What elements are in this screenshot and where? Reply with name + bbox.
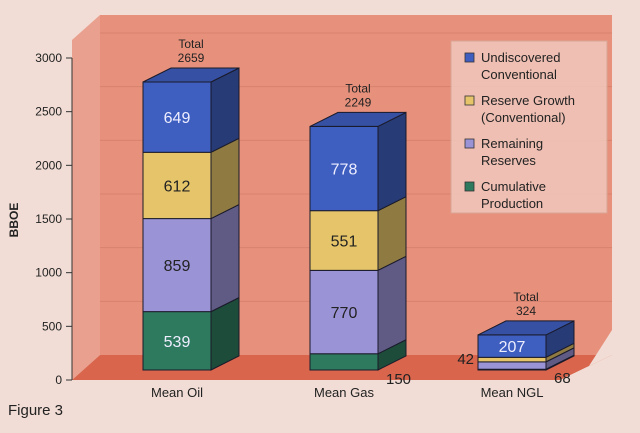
bar-value-label: 539 — [164, 334, 191, 351]
bar-segment-front — [142, 151, 212, 220]
bar-value-label: 612 — [164, 178, 191, 195]
total-label: Total — [345, 81, 370, 95]
bar-segment-front — [309, 269, 379, 355]
legend-label: Reserves — [481, 153, 536, 168]
y-tick-label: 1000 — [35, 266, 62, 280]
bar-value-label: 551 — [331, 234, 358, 251]
bar-segment-side — [377, 111, 407, 212]
legend-label: Production — [481, 196, 543, 211]
bar-value-label: 778 — [331, 162, 358, 179]
y-axis-label: BBOE — [7, 203, 21, 238]
legend-label: Cumulative — [481, 179, 546, 194]
x-tick-label: Mean Oil — [151, 385, 203, 400]
bar-segment-side — [210, 203, 240, 313]
legend-swatch — [464, 181, 475, 192]
total-value: 324 — [516, 304, 536, 318]
total-value: 2659 — [178, 51, 205, 65]
legend-label: Remaining — [481, 136, 543, 151]
total-label: Total — [513, 290, 538, 304]
bar-segment-front — [477, 361, 547, 370]
y-tick-label: 500 — [42, 319, 62, 333]
x-tick-label: Mean Gas — [314, 385, 374, 400]
bar-top — [477, 320, 575, 336]
figure-label: Figure 3 — [8, 402, 64, 419]
total-value: 2249 — [345, 95, 372, 109]
bar-value-label: 207 — [499, 339, 526, 356]
legend-swatch — [464, 52, 475, 63]
bar-top — [309, 111, 407, 127]
total-label: Total — [178, 37, 203, 51]
y-tick-label: 2500 — [35, 105, 62, 119]
legend-label: Conventional — [481, 67, 557, 82]
bar-segment-side — [377, 255, 407, 355]
bar-value-label: 649 — [164, 110, 191, 127]
side-wall — [72, 15, 100, 380]
legend-swatch — [464, 138, 475, 149]
bar-segment-front — [142, 81, 212, 153]
legend-label: Undiscovered — [481, 50, 561, 65]
bar-value-label: 68 — [554, 370, 571, 387]
y-tick-label: 1500 — [35, 212, 62, 226]
y-tick-label: 2000 — [35, 158, 62, 172]
floor-cut — [560, 330, 612, 380]
bar-segment-front — [477, 356, 547, 363]
bar-value-label: 42 — [457, 351, 474, 368]
bar-value-label: 150 — [386, 371, 411, 388]
bar-segment-front — [309, 210, 379, 271]
legend-label: (Conventional) — [481, 110, 566, 125]
bar-top — [142, 67, 240, 83]
bar-value-label: 859 — [164, 258, 191, 275]
legend-swatch — [464, 95, 475, 106]
y-tick-label: 3000 — [35, 51, 62, 65]
legend-label: Reserve Growth — [481, 93, 575, 108]
x-tick-label: Mean NGL — [481, 385, 544, 400]
bar-value-label: 770 — [331, 305, 358, 322]
legend-box — [450, 40, 608, 214]
y-tick-label: 0 — [55, 373, 62, 387]
bar-segment-side — [210, 67, 240, 154]
bar-segment-front — [309, 353, 379, 371]
